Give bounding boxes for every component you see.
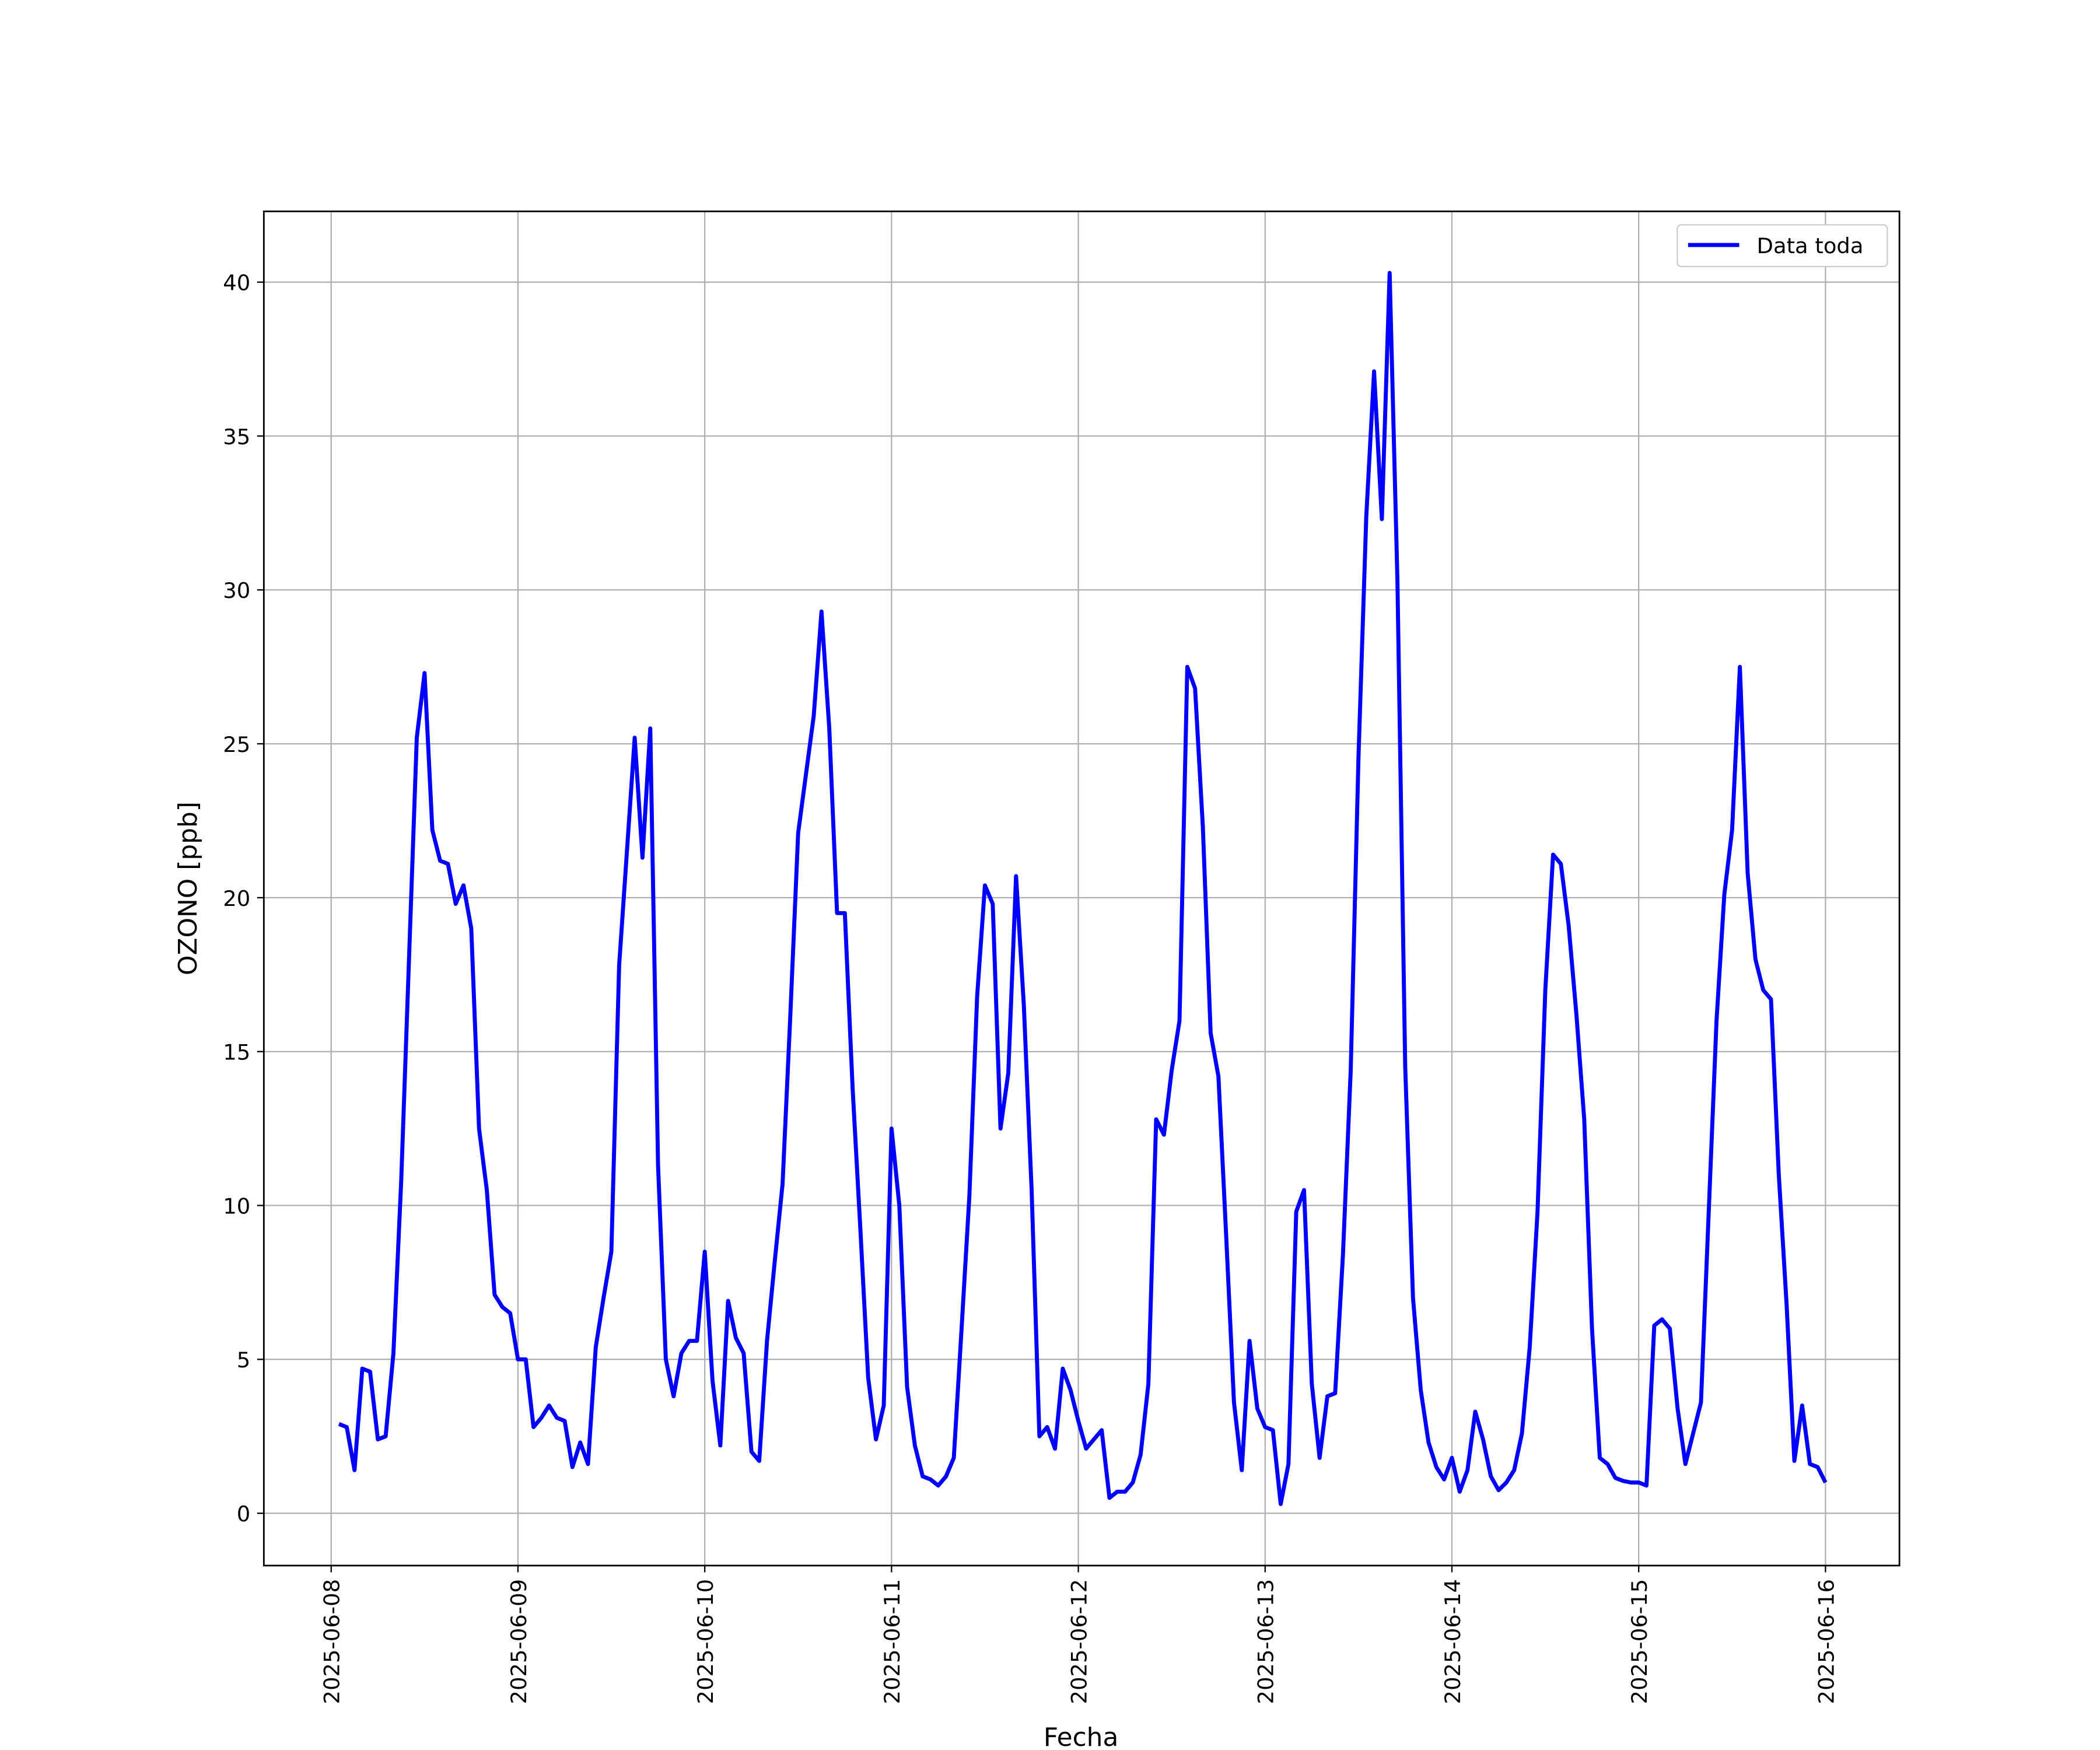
y-tick-label: 15 — [223, 1040, 250, 1065]
data-line — [338, 271, 1828, 1506]
x-tick-label: 2025-06-16 — [1814, 1579, 1839, 1704]
axes-frame — [262, 210, 1901, 1567]
legend: Data toda — [1676, 224, 1888, 268]
x-tick-label: 2025-06-10 — [693, 1579, 718, 1704]
y-tick-label: 35 — [223, 424, 250, 449]
x-tick-label: 2025-06-09 — [506, 1579, 531, 1704]
x-tick-label: 2025-06-13 — [1254, 1579, 1279, 1704]
legend-label: Data toda — [1757, 233, 1864, 258]
y-tick-label: 30 — [223, 578, 250, 603]
y-tick-label: 20 — [223, 886, 250, 911]
y-axis-label: OZONO [ppb] — [173, 802, 203, 975]
y-tick-label: 10 — [223, 1194, 250, 1219]
y-tick-label: 5 — [237, 1348, 250, 1373]
x-tick-label: 2025-06-12 — [1066, 1579, 1091, 1704]
legend-box — [1676, 224, 1888, 268]
y-tick-label: 25 — [223, 732, 250, 757]
x-tick-label: 2025-06-14 — [1440, 1579, 1465, 1704]
x-tick-label: 2025-06-08 — [320, 1579, 345, 1704]
x-tick-label: 2025-06-15 — [1627, 1579, 1652, 1704]
plot-area: 2025-06-08 2025-06-09 2025-06-10 2025-06-11… — [223, 210, 1901, 1704]
x-axis-label: Fecha — [1044, 1723, 1119, 1750]
x-tick-label: 2025-06-11 — [880, 1579, 905, 1704]
y-tick-label: 40 — [223, 271, 250, 296]
y-tick-label: 0 — [237, 1502, 250, 1527]
